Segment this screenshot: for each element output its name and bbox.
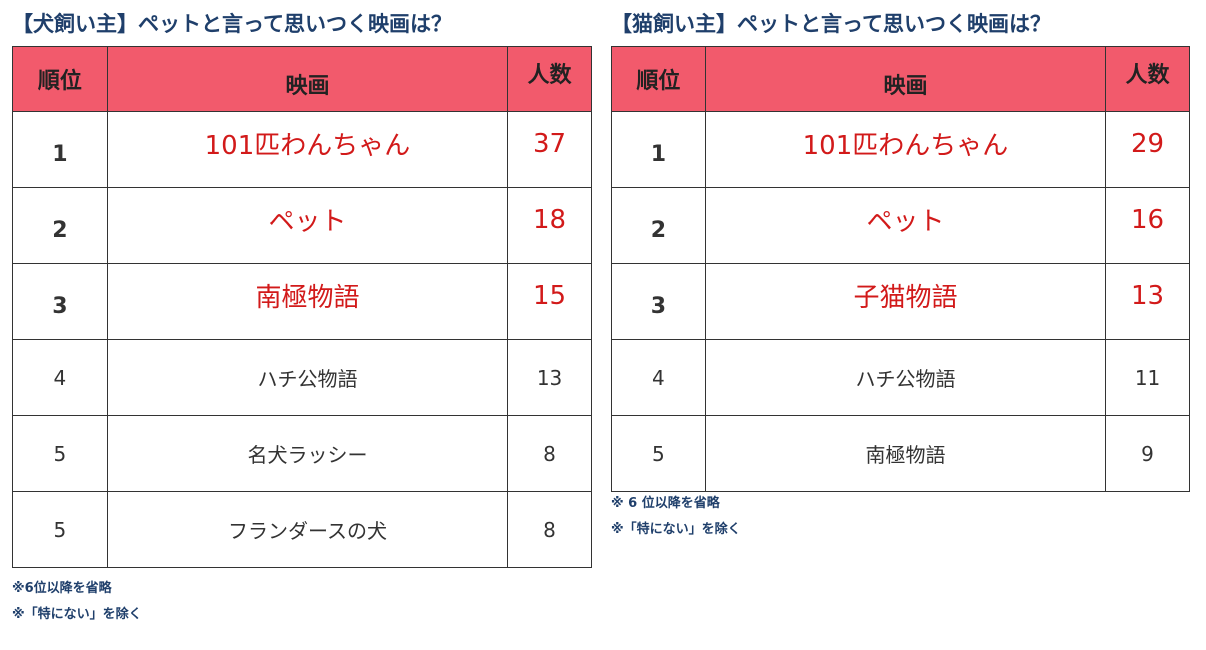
movie-cell: 子猫物語 [704,263,1107,340]
table-row: 3 南極物語 15 [12,263,592,340]
count-cell: 29 [1105,111,1190,188]
rank-cell: 2 [12,187,108,264]
rank-cell: 2 [611,187,706,264]
footnote: ※「特にない」を除く [12,607,142,622]
dog-ranking-table: 順位 映画 人数 1 101匹わんちゃん 37 2 ペット 18 3 南極物語 … [12,46,592,568]
header-count: 人数 [1105,46,1190,112]
header-movie: 映画 [106,46,509,112]
count-cell: 16 [1105,187,1190,264]
table-header-row: 順位 映画 人数 [611,46,1190,112]
count-cell: 15 [507,263,592,340]
header-rank: 順位 [12,46,108,112]
count-cell: 8 [507,491,592,568]
cat-panel-title: 【猫飼い主】ペットと言って思いつく映画は？ [611,12,1051,36]
count-cell: 18 [507,187,592,264]
rank-cell: 1 [12,111,108,188]
count-cell: 37 [507,111,592,188]
dog-footnotes: ※6位以降を省略 ※「特にない」を除く [12,576,142,628]
dog-panel-title: 【犬飼い主】ペットと言って思いつく映画は？ [12,12,452,36]
table-row: 4 ハチ公物語 13 [12,339,592,416]
count-cell: 13 [1105,263,1190,340]
header-count: 人数 [507,46,592,112]
rank-cell: 1 [611,111,706,188]
movie-cell: ペット [704,187,1107,264]
movie-cell: 101匹わんちゃん [704,111,1107,188]
rank-cell: 5 [12,415,108,492]
count-cell: 11 [1105,339,1190,416]
table-row: 1 101匹わんちゃん 29 [611,111,1190,188]
table-row: 5 南極物語 9 [611,415,1190,492]
footnote: ※「特にない」を除く [611,522,741,537]
table-row: 5 名犬ラッシー 8 [12,415,592,492]
table-header-row: 順位 映画 人数 [12,46,592,112]
movie-cell: 南極物語 [106,263,509,340]
movie-cell: 名犬ラッシー [106,415,509,492]
count-cell: 13 [507,339,592,416]
cat-ranking-table: 順位 映画 人数 1 101匹わんちゃん 29 2 ペット 16 3 子猫物語 … [611,46,1190,492]
table-row: 2 ペット 18 [12,187,592,264]
movie-cell: ハチ公物語 [704,339,1107,416]
header-rank: 順位 [611,46,706,112]
rank-cell: 3 [611,263,706,340]
count-cell: 8 [507,415,592,492]
table-row: 3 子猫物語 13 [611,263,1190,340]
header-movie: 映画 [704,46,1107,112]
footnote: ※6位以降を省略 [12,581,112,596]
table-row: 5 フランダースの犬 8 [12,491,592,568]
table-row: 2 ペット 16 [611,187,1190,264]
movie-cell: 101匹わんちゃん [106,111,509,188]
cat-footnotes: ※ 6 位以降を省略 ※「特にない」を除く [611,491,741,543]
table-row: 4 ハチ公物語 11 [611,339,1190,416]
movie-cell: ペット [106,187,509,264]
rank-cell: 4 [611,339,706,416]
table-row: 1 101匹わんちゃん 37 [12,111,592,188]
footnote: ※ 6 位以降を省略 [611,496,720,511]
rank-cell: 5 [611,415,706,492]
rank-cell: 3 [12,263,108,340]
rank-cell: 5 [12,491,108,568]
movie-cell: ハチ公物語 [106,339,509,416]
movie-cell: フランダースの犬 [106,491,509,568]
rank-cell: 4 [12,339,108,416]
count-cell: 9 [1105,415,1190,492]
movie-cell: 南極物語 [704,415,1107,492]
